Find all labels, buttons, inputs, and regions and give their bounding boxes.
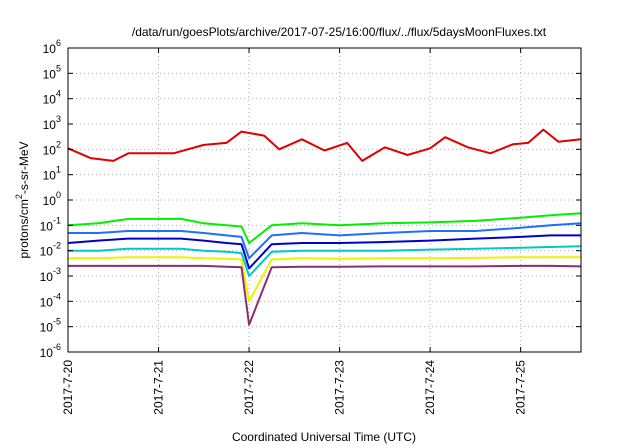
series-line-4 xyxy=(67,234,581,270)
series-line-2 xyxy=(67,212,582,244)
y-tick-label: 106 xyxy=(43,38,61,56)
y-tick-label: 10-1 xyxy=(40,215,61,233)
x-tick-label: 2017-7-23 xyxy=(333,360,347,415)
series-group xyxy=(67,128,582,326)
y-tick-label: 102 xyxy=(43,139,61,157)
y-tick-label: 101 xyxy=(43,165,61,183)
series-line-1 xyxy=(67,128,582,162)
series-line-5 xyxy=(68,245,582,277)
series-line-6 xyxy=(68,256,581,303)
y-axis-label: protons/cm2-s-sr-MeV xyxy=(14,141,31,258)
x-tick-label: 2017-7-20 xyxy=(61,360,75,415)
x-tick-label: 2017-7-22 xyxy=(242,360,256,415)
y-tick-label: 10-4 xyxy=(40,291,61,309)
y-tick-label: 10-2 xyxy=(40,241,61,259)
series-line-3 xyxy=(68,222,582,260)
grid xyxy=(68,48,581,352)
x-axis-label: Coordinated Universal Time (UTC) xyxy=(232,430,416,444)
y-tick-label: 10-3 xyxy=(40,266,61,284)
x-tick-label: 2017-7-24 xyxy=(423,360,437,415)
x-tick-label: 2017-7-25 xyxy=(514,360,528,415)
chart-title: /data/run/goesPlots/archive/2017-07-25/1… xyxy=(132,25,547,39)
y-tick-label: 104 xyxy=(43,89,61,107)
y-tick-label: 100 xyxy=(43,190,61,208)
ticks: 10-6 10-5 10-4 10-3 10-2 10-1 100 101 102 103 104 1… xyxy=(40,38,581,415)
x-tick-label: 2017-7-21 xyxy=(152,360,166,415)
y-tick-label: 10-6 xyxy=(40,342,61,360)
y-tick-label: 10-5 xyxy=(40,317,61,335)
series-line-7 xyxy=(68,264,582,326)
y-tick-label: 103 xyxy=(43,114,61,132)
y-tick-label: 105 xyxy=(43,63,61,81)
